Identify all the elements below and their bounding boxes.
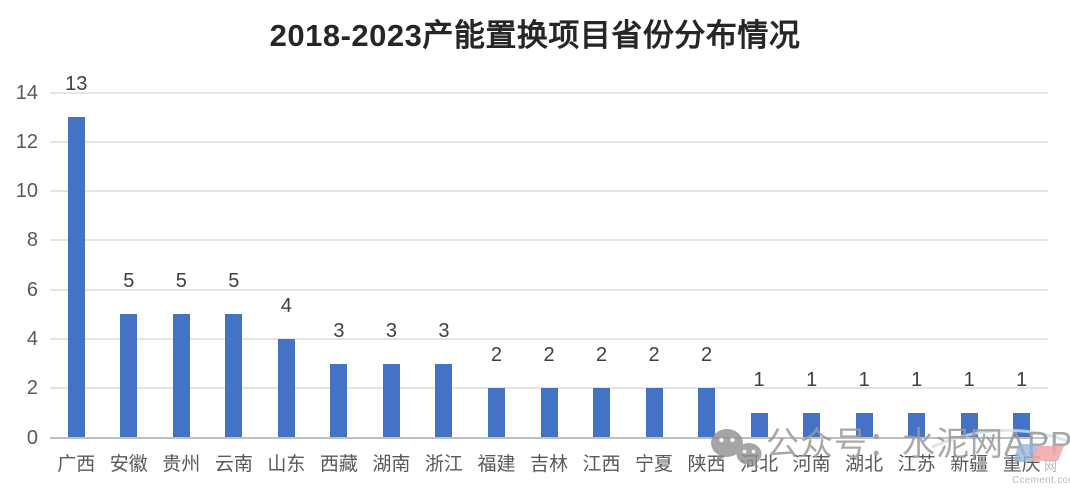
bar-value-label: 1 <box>1016 368 1028 391</box>
bar <box>67 117 85 438</box>
bar-value-label: 1 <box>753 368 765 391</box>
bar <box>382 363 400 438</box>
bar-value-label: 2 <box>490 344 503 367</box>
y-axis-tick-label: 12 <box>15 130 38 153</box>
gridline <box>50 190 1048 193</box>
bar <box>277 338 295 438</box>
gridline <box>50 436 1048 439</box>
bar <box>540 388 558 438</box>
bar <box>487 388 505 438</box>
x-axis-label: 江西 <box>582 454 621 475</box>
x-axis-label: 陕西 <box>687 454 726 475</box>
bar <box>120 314 138 438</box>
bar <box>698 388 716 438</box>
x-axis-label: 宁夏 <box>635 454 674 475</box>
x-axis-label: 贵州 <box>162 454 201 475</box>
bar-value-label: 5 <box>175 270 187 293</box>
x-axis-label: 安徽 <box>109 454 148 475</box>
bar <box>960 412 978 438</box>
bar <box>435 363 453 438</box>
bar-value-label: 4 <box>280 294 292 317</box>
bar <box>172 314 190 438</box>
gridline <box>50 337 1048 340</box>
x-axis-label: 江苏 <box>897 454 936 475</box>
bar-value-label: 3 <box>385 319 397 342</box>
bar-value-label: 5 <box>123 270 135 293</box>
gridline <box>50 140 1048 143</box>
x-axis-label: 山东 <box>267 454 306 475</box>
bar-value-label: 2 <box>648 344 660 367</box>
bar-value-label: 1 <box>911 368 923 391</box>
x-axis-label: 福建 <box>477 454 516 475</box>
bar-value-label: 13 <box>65 73 88 96</box>
x-axis-label: 吉林 <box>529 454 568 475</box>
bar <box>750 412 768 438</box>
bar <box>593 388 611 438</box>
bar-value-label: 1 <box>963 368 975 391</box>
x-axis-label: 广西 <box>57 454 96 475</box>
bar <box>1013 412 1031 438</box>
x-axis-label: 湖南 <box>372 454 411 475</box>
bar-value-label: 1 <box>858 368 870 391</box>
bar-value-label: 2 <box>701 344 713 367</box>
chart-title: 2018-2023产能置换项目省份分布情况 <box>0 10 1070 55</box>
bar-value-label: 2 <box>595 344 608 367</box>
x-axis-label: 河南 <box>792 454 831 475</box>
bar <box>855 412 873 438</box>
bar-value-label: 2 <box>543 344 555 367</box>
y-axis-tick-label: 8 <box>26 229 38 252</box>
x-axis-label: 重庆 <box>1002 454 1041 475</box>
x-axis-label: 西藏 <box>319 454 358 475</box>
chart-title-year-range: 2018-2023 <box>269 18 423 53</box>
y-axis-tick-label: 4 <box>26 327 38 350</box>
bar <box>645 388 663 438</box>
x-axis-label: 云南 <box>214 454 253 475</box>
bar <box>225 314 243 438</box>
y-axis-tick-label: 0 <box>26 426 38 449</box>
y-axis-tick-label: 14 <box>15 81 38 104</box>
chart-title-text: 产能置换项目省份分布情况 <box>422 18 801 53</box>
y-axis-tick-label: 10 <box>15 180 38 203</box>
bar-value-label: 3 <box>438 319 450 342</box>
gridline <box>50 288 1048 291</box>
x-axis-label: 河北 <box>740 454 779 475</box>
bar-value-label: 1 <box>806 368 818 391</box>
bar-value-label: 5 <box>228 270 240 293</box>
y-axis-tick-label: 6 <box>26 278 38 301</box>
gridline <box>50 91 1048 94</box>
x-axis-label: 新疆 <box>950 454 989 475</box>
bar <box>803 412 821 438</box>
bar-value-label: 3 <box>333 319 345 342</box>
bar <box>908 412 926 438</box>
gridline <box>50 239 1048 242</box>
x-axis-label: 湖北 <box>845 454 884 475</box>
x-axis-label: 浙江 <box>424 454 463 475</box>
bar <box>330 363 348 438</box>
y-axis-tick-label: 2 <box>26 377 38 400</box>
